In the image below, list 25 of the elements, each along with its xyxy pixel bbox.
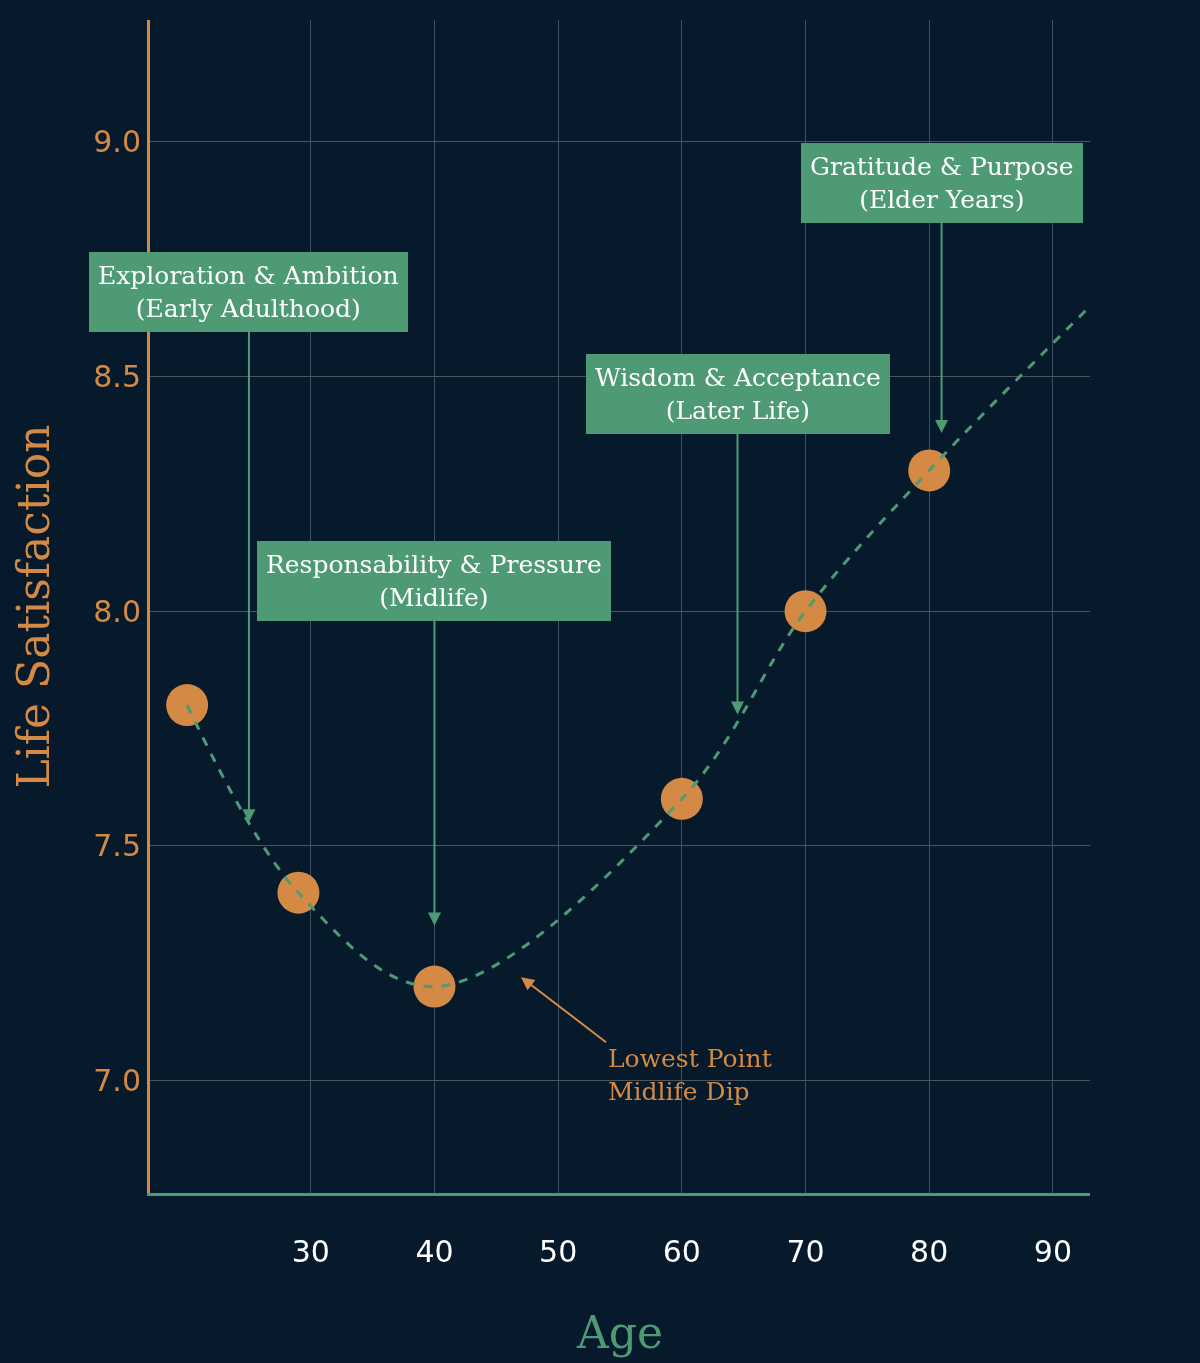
x-tick-label: 60 (662, 1234, 701, 1269)
x-tick-label: 50 (539, 1234, 578, 1269)
x-tick-label: 70 (786, 1234, 825, 1269)
y-tick-label: 8.0 (93, 593, 141, 629)
point (413, 965, 456, 1008)
point (908, 449, 951, 492)
annotation: Lowest Point Midlife Dip (608, 1044, 772, 1106)
point (784, 590, 827, 633)
y-tick-label: 9.0 (93, 124, 141, 160)
x-axis-title: Age (576, 1307, 663, 1359)
x-tick-label: 40 (415, 1234, 454, 1269)
x-tick-label: 30 (291, 1234, 330, 1269)
point (166, 684, 209, 727)
x-tick-label: 90 (1033, 1234, 1072, 1269)
y-tick-label: 7.5 (93, 828, 141, 864)
annotation: Responsability & Pressure (Midlife) (266, 550, 602, 612)
point (277, 871, 320, 914)
annotation: Exploration & Ambition (Early Adulthood) (98, 261, 399, 323)
x-tick-label: 80 (910, 1234, 949, 1269)
y-tick-label: 8.5 (93, 359, 141, 395)
annotation: Gratitude & Purpose (Elder Years) (810, 152, 1074, 214)
annotation: Wisdom & Acceptance (Later Life) (595, 363, 881, 425)
point (660, 777, 703, 820)
y-tick-label: 7.0 (93, 1062, 141, 1098)
y-axis-title: Life Satisfaction (8, 424, 60, 789)
